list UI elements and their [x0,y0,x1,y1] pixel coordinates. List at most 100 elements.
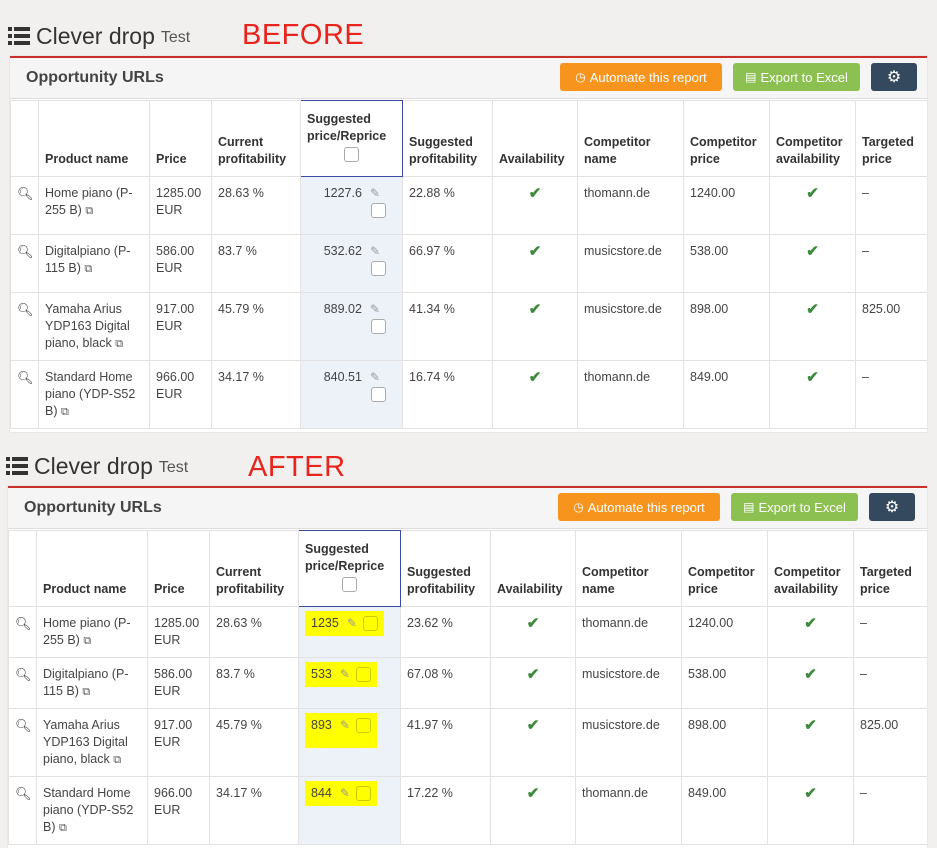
check-icon: ✔ [806,301,819,318]
reprice-checkbox[interactable] [371,319,386,334]
header-targeted-price[interactable]: Targeted price [853,530,927,607]
table-header-row: Product name Price Current profitability… [8,530,927,607]
edit-icon[interactable]: ✎ [339,667,350,681]
header-current-profitability[interactable]: Current profitability [211,100,301,177]
header-suggested-profitability[interactable]: Suggested profitability [400,530,491,607]
header-price[interactable]: Price [147,530,210,607]
external-link-icon[interactable]: ⧉ [84,263,93,275]
reprice-checkbox[interactable] [355,667,371,682]
header-competitor-availability[interactable]: Competitor availability [767,530,854,607]
suggested-price-highlight: 893 ✎ [305,713,377,748]
list-icon [6,457,28,475]
header-competitor-price[interactable]: Competitor price [683,100,770,177]
check-icon: ✔ [528,301,542,318]
search-icon[interactable]: 🔍︎ [15,667,32,682]
select-all-checkbox[interactable] [342,577,357,592]
competitor-name: musicstore.de [577,234,684,293]
suggested-profitability: 67.08 % [400,657,491,709]
select-all-checkbox[interactable] [344,147,359,162]
automate-report-button[interactable]: ◷ Automate this report [558,493,720,521]
suggested-profitability: 41.97 % [400,708,491,777]
reprice-checkbox[interactable] [371,387,386,402]
header-suggested-price[interactable]: Suggested price/Reprice [298,530,401,607]
search-icon[interactable]: 🔍︎ [17,186,34,201]
settings-button[interactable]: ⚙ [871,63,917,91]
product-name[interactable]: Digitalpiano (P-115 B) ⧉ [38,234,150,293]
search-icon[interactable]: 🔍︎ [15,616,32,631]
header-price[interactable]: Price [149,100,212,177]
app-title-row: Clever drop Test [8,19,190,53]
export-excel-button[interactable]: ▤ Export to Excel [731,493,858,521]
search-icon[interactable]: 🔍︎ [17,244,34,259]
header-competitor-name[interactable]: Competitor name [577,100,684,177]
header-competitor-name[interactable]: Competitor name [575,530,682,607]
header-current-profitability[interactable]: Current profitability [209,530,299,607]
edit-icon[interactable]: ✎ [369,302,380,316]
search-icon[interactable]: 🔍︎ [15,786,32,801]
reprice-checkbox[interactable] [355,718,371,733]
search-icon[interactable]: 🔍︎ [17,370,34,385]
header-competitor-price[interactable]: Competitor price [681,530,768,607]
export-excel-button[interactable]: ▤ Export to Excel [733,63,860,91]
table-row: 🔍︎ Digitalpiano (P-115 B) ⧉ 586.00 EUR 8… [10,234,927,293]
external-link-icon[interactable]: ⧉ [60,406,69,418]
before-label: BEFORE [242,19,365,51]
clock-icon: ◷ [575,70,586,84]
automate-report-button[interactable]: ◷ Automate this report [560,63,722,91]
product-name[interactable]: Digitalpiano (P-115 B) ⧉ [36,657,148,709]
edit-icon[interactable]: ✎ [339,718,350,732]
check-icon: ✔ [526,666,540,683]
table-row: 🔍︎ Yamaha Arius YDP163 Digital piano, bl… [8,708,927,777]
header-availability[interactable]: Availability [492,100,578,177]
search-icon[interactable]: 🔍︎ [17,302,34,317]
table-row: 🔍︎ Digitalpiano (P-115 B) ⧉ 586.00 EUR 8… [8,657,927,709]
edit-icon[interactable]: ✎ [346,616,357,630]
header-availability[interactable]: Availability [490,530,576,607]
before-section: Clever drop Test BEFORE Opportunity URLs… [8,19,927,432]
header-product[interactable]: Product name [38,100,150,177]
header-suggested-price[interactable]: Suggested price/Reprice [300,100,403,177]
check-icon: ✔ [526,615,540,632]
external-link-icon[interactable]: ⧉ [82,686,91,698]
external-link-icon[interactable]: ⧉ [115,338,124,350]
reprice-checkbox[interactable] [371,203,386,218]
opportunity-panel: Opportunity URLs ◷ Automate this report … [8,486,927,848]
suggested-profitability: 17.22 % [400,776,491,845]
product-name[interactable]: Standard Home piano (YDP-S52 B) ⧉ [38,360,150,429]
header-product[interactable]: Product name [36,530,148,607]
suggested-price-cell: 1227.6 ✎ [300,176,403,235]
competitor-price: 538.00 [683,234,770,293]
edit-icon[interactable]: ✎ [369,244,380,258]
product-name[interactable]: Yamaha Arius YDP163 Digital piano, black… [38,292,150,361]
edit-icon[interactable]: ✎ [369,370,380,384]
excel-icon: ▤ [743,500,755,514]
current-profitability: 45.79 % [211,292,301,361]
panel-title: Opportunity URLs [24,499,162,516]
header-suggested-profitability[interactable]: Suggested profitability [402,100,493,177]
reprice-checkbox[interactable] [355,786,371,801]
external-link-icon[interactable]: ⧉ [113,754,122,766]
table-row: 🔍︎ Home piano (P-255 B) ⧉ 1285.00 EUR 28… [10,176,927,235]
external-link-icon[interactable]: ⧉ [83,635,92,647]
header-competitor-availability[interactable]: Competitor availability [769,100,856,177]
excel-icon: ▤ [745,70,757,84]
suggested-price: 889.02 [323,302,362,316]
check-icon: ✔ [806,369,819,386]
current-profitability: 28.63 % [209,606,299,658]
suggested-price-cell: 840.51 ✎ [300,360,403,429]
edit-icon[interactable]: ✎ [369,186,380,200]
current-profitability: 34.17 % [209,776,299,845]
product-name[interactable]: Home piano (P-255 B) ⧉ [38,176,150,235]
reprice-checkbox[interactable] [371,261,386,276]
product-name[interactable]: Standard Home piano (YDP-S52 B) ⧉ [36,776,148,845]
search-icon[interactable]: 🔍︎ [15,718,32,733]
product-name[interactable]: Home piano (P-255 B) ⧉ [36,606,148,658]
edit-icon[interactable]: ✎ [339,786,350,800]
reprice-checkbox[interactable] [362,616,378,631]
header-targeted-price[interactable]: Targeted price [855,100,927,177]
external-link-icon[interactable]: ⧉ [85,205,94,217]
settings-button[interactable]: ⚙ [869,493,915,521]
external-link-icon[interactable]: ⧉ [58,822,67,834]
product-name[interactable]: Yamaha Arius YDP163 Digital piano, black… [36,708,148,777]
suggested-price-highlight: 1235 ✎ [305,611,384,636]
